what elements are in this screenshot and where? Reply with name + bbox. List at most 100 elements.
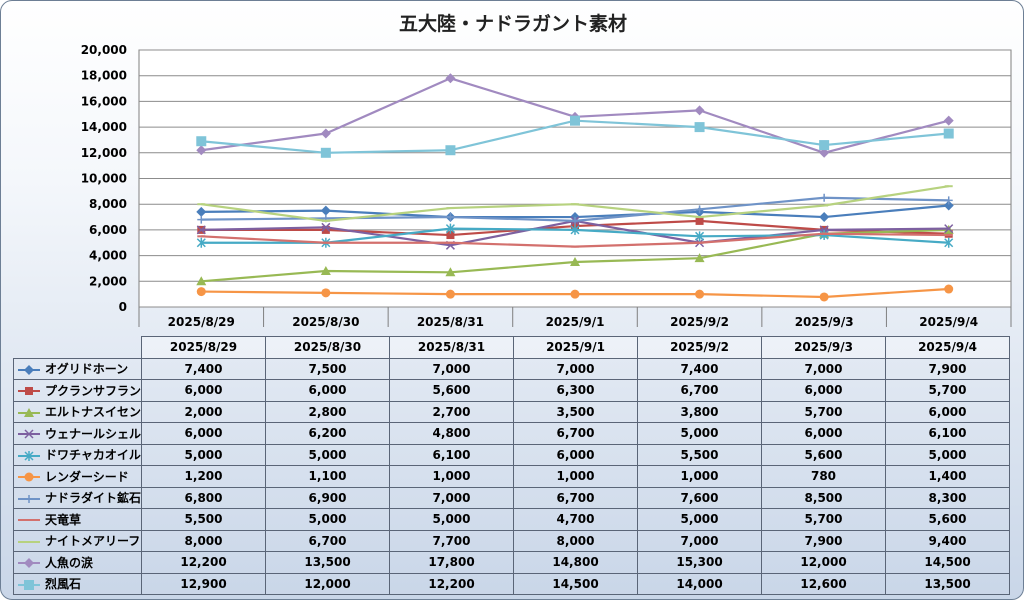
table-cell: 7,900 <box>761 529 887 552</box>
table-row: エルトナスイセン 2,000 2,800 2,700 3,500 3,800 5,700 6,… <box>12 400 1011 423</box>
table-cell: 6,000 <box>761 379 887 402</box>
legend-key-icon <box>18 472 40 482</box>
table-cell: 5,000 <box>389 508 515 531</box>
series-name: ドワチャカオイル <box>45 448 141 463</box>
table-cell: 6,200 <box>265 422 391 445</box>
series-group <box>197 232 953 248</box>
table-cell: 6,000 <box>761 422 887 445</box>
data-point <box>196 237 206 248</box>
data-point <box>320 128 331 139</box>
data-point <box>944 237 954 248</box>
data-point <box>820 193 829 202</box>
data-point <box>943 128 954 139</box>
data-point <box>944 224 954 234</box>
x-tick-label: 2025/8/31 <box>417 315 484 329</box>
data-point <box>25 494 33 503</box>
x-tick-label: 2025/9/4 <box>919 315 978 329</box>
data-point <box>445 145 456 156</box>
legend-entry: レンダーシード <box>12 465 143 488</box>
data-point <box>445 73 456 84</box>
legend-key-icon <box>18 364 40 375</box>
table-cell: 7,700 <box>389 529 515 552</box>
legend-entry: ナドラダイト鉱石 <box>12 486 143 509</box>
table-cell: 7,400 <box>141 357 267 380</box>
legend-key-icon <box>18 407 40 417</box>
table-row: オグリドホーン 7,400 7,500 7,000 7,000 7,400 7,000 7,9… <box>12 357 1011 380</box>
data-point <box>944 196 953 205</box>
table-body: オグリドホーン 7,400 7,500 7,000 7,000 7,400 7,000 7,9… <box>12 357 1011 595</box>
data-point <box>695 231 705 242</box>
table-row: ウェナールシェル 6,000 6,200 4,800 6,700 5,000 6,000 6,… <box>12 422 1011 445</box>
data-point <box>445 223 455 234</box>
y-tick-label: 18,000 <box>81 69 127 83</box>
data-point <box>819 292 829 302</box>
table-cell: 6,300 <box>513 379 639 402</box>
table-cell: 5,600 <box>389 379 515 402</box>
data-point <box>943 200 954 211</box>
y-tick-label: 6,000 <box>89 223 127 237</box>
table-cell: 12,600 <box>761 572 887 595</box>
data-point <box>24 450 34 461</box>
y-tick-label: 2,000 <box>89 274 127 288</box>
table-cell: 1,200 <box>141 465 267 488</box>
table-row: ドワチャカオイル 5,000 5,000 6,100 6,000 5,500 5,600 5,… <box>12 443 1011 466</box>
table-cell: 5,000 <box>885 443 1011 466</box>
y-tick-label: 0 <box>119 300 127 314</box>
table-cell: 12,000 <box>265 572 391 595</box>
y-tick-label: 8,000 <box>89 197 127 211</box>
y-tick-label: 14,000 <box>81 120 127 134</box>
table-cell: 5,700 <box>761 508 887 531</box>
table-cell: 12,200 <box>389 572 515 595</box>
table-cell: 6,100 <box>885 422 1011 445</box>
table-cell: 5,700 <box>761 400 887 423</box>
series-name: レンダーシード <box>45 469 129 484</box>
table-cell: 6,700 <box>513 486 639 509</box>
table-column-header: 2025/9/3 <box>761 336 887 359</box>
table-cell: 1,400 <box>885 465 1011 488</box>
x-tick-label: 2025/8/30 <box>292 315 359 329</box>
data-point <box>570 257 580 267</box>
table-cell: 4,800 <box>389 422 515 445</box>
series-group <box>196 115 954 158</box>
table-row: 天竜草 5,500 5,000 5,000 4,700 5,000 5,700 5,600 <box>12 508 1011 531</box>
table-cell: 6,700 <box>637 379 763 402</box>
table-cell: 6,000 <box>141 379 267 402</box>
legend-key-icon <box>18 429 40 439</box>
table-cell: 5,000 <box>265 443 391 466</box>
data-point <box>24 407 34 417</box>
series-group <box>196 284 954 302</box>
series-name: 人魚の涙 <box>45 555 94 570</box>
table-cell: 12,000 <box>761 551 887 574</box>
data-point <box>24 472 34 482</box>
data-point <box>445 289 455 299</box>
data-point <box>446 213 455 222</box>
data-point <box>197 215 206 224</box>
legend-entry: オグリドホーン <box>12 357 143 380</box>
x-tick-label: 2025/8/29 <box>168 315 235 329</box>
data-point <box>196 206 207 217</box>
table-cell: 6,900 <box>265 486 391 509</box>
data-point <box>321 288 331 298</box>
table-cell: 6,000 <box>885 400 1011 423</box>
table-cell: 5,000 <box>637 422 763 445</box>
legend-entry: 天竜草 <box>12 508 143 531</box>
y-tick-label: 16,000 <box>81 94 127 108</box>
data-point <box>320 266 331 276</box>
data-point <box>570 115 580 126</box>
data-point <box>196 276 207 286</box>
table-cell: 7,000 <box>637 529 763 552</box>
table-cell: 17,800 <box>389 551 515 574</box>
x-tick-label: 2025/9/3 <box>795 315 854 329</box>
legend-entry: 人魚の涙 <box>12 551 143 574</box>
data-point <box>321 222 331 232</box>
data-point <box>24 429 34 439</box>
data-point <box>446 231 455 240</box>
table-row: レンダーシード 1,200 1,100 1,000 1,000 1,000 780 1,400 <box>12 465 1011 488</box>
series-name: プクランサフラン <box>45 383 142 398</box>
data-point <box>694 105 705 116</box>
table-column-header: 2025/8/30 <box>265 336 391 359</box>
table-cell: 6,000 <box>141 422 267 445</box>
table-cell: 7,000 <box>389 486 515 509</box>
table-cell: 1,000 <box>389 465 515 488</box>
